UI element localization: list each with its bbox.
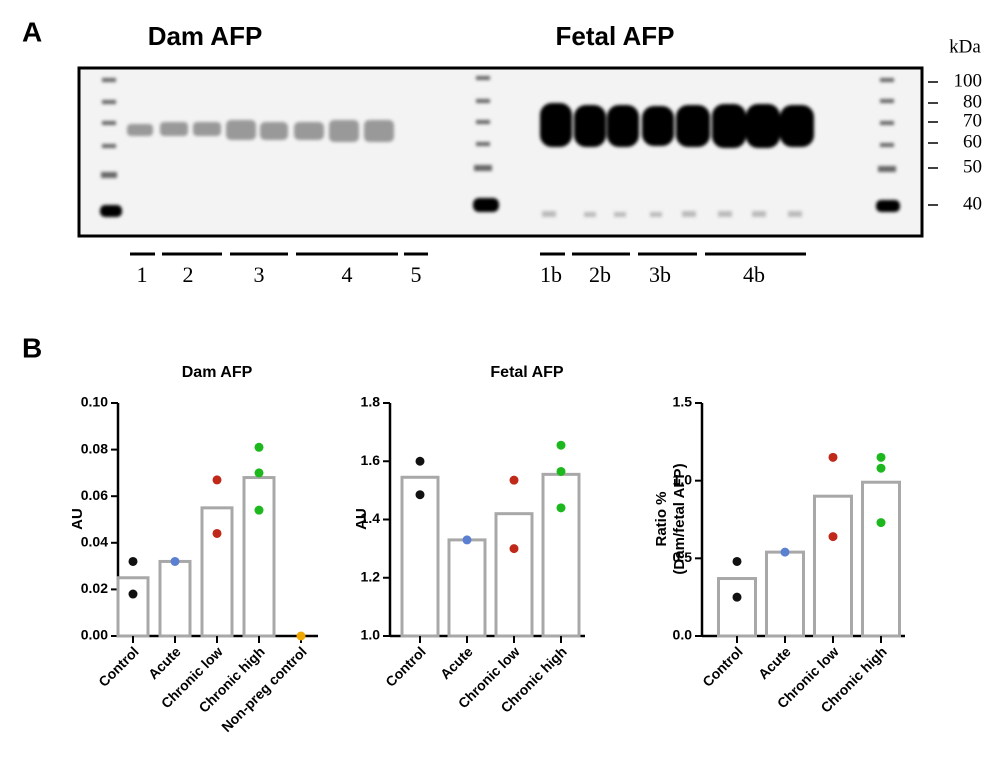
- y-tick-label: 0.08: [81, 440, 108, 456]
- y-tick-label: 1.2: [361, 568, 381, 584]
- lane-label: 5: [411, 262, 422, 287]
- lane-label: 4: [342, 262, 353, 287]
- chart-title: Dam AFP: [182, 364, 253, 381]
- marker-label: 100: [954, 70, 983, 91]
- data-point: [212, 475, 222, 485]
- bar: [717, 577, 757, 638]
- bar: [765, 550, 805, 638]
- unit-label: kDa: [949, 36, 981, 57]
- y-tick-label: 0.04: [81, 534, 108, 550]
- y-tick-label: 0.00: [81, 627, 108, 643]
- y-tick-label: 1.4: [361, 510, 381, 526]
- blot-title: Dam AFP: [148, 21, 263, 51]
- bar: [400, 475, 440, 638]
- marker-label: 80: [963, 91, 982, 112]
- y-tick-label: 1.5: [673, 394, 693, 410]
- data-point: [415, 456, 425, 466]
- x-tick-label: Acute: [437, 643, 476, 682]
- bar: [242, 476, 276, 638]
- data-point: [876, 463, 886, 473]
- y-axis-label: AU: [69, 508, 86, 530]
- y-tick-label: 0.02: [81, 580, 108, 596]
- data-point: [128, 589, 138, 599]
- y-tick-label: 1.8: [361, 394, 381, 410]
- y-axis-label: (Dam/fetal AFP): [671, 463, 688, 574]
- lane-label: 3: [254, 262, 265, 287]
- blot-image: [77, 66, 924, 238]
- data-point: [732, 556, 742, 566]
- bar: [494, 512, 534, 638]
- marker-label: 50: [963, 156, 982, 177]
- blot-title: Fetal AFP: [556, 21, 675, 51]
- marker-label: 40: [963, 193, 982, 214]
- data-point: [828, 452, 838, 462]
- y-axis-label: AU: [353, 508, 370, 530]
- data-point: [415, 490, 425, 500]
- data-point: [556, 440, 566, 450]
- lane-label: 1: [137, 262, 148, 287]
- data-point: [556, 503, 566, 513]
- data-point: [556, 466, 566, 476]
- lane-label: 2b: [589, 262, 611, 287]
- bar: [116, 576, 150, 638]
- data-point: [212, 528, 222, 538]
- marker-label: 70: [963, 110, 982, 131]
- marker-label: 60: [963, 131, 982, 152]
- lane-label: 1b: [540, 262, 562, 287]
- data-point: [780, 547, 790, 557]
- y-tick-label: 1.0: [673, 471, 693, 487]
- bar: [541, 472, 581, 638]
- panel-label: A: [22, 16, 42, 47]
- blot-frame: [77, 66, 924, 238]
- chart-title: Fetal AFP: [490, 364, 564, 381]
- data-point: [828, 532, 838, 542]
- bar: [813, 494, 853, 638]
- bands: [100, 76, 900, 217]
- data-point: [509, 475, 519, 485]
- data-point: [509, 544, 519, 554]
- x-tick-label: Control: [699, 643, 746, 690]
- x-tick-label: Acute: [145, 643, 184, 682]
- data-point: [462, 535, 472, 545]
- y-tick-label: 1.0: [361, 627, 381, 643]
- lane-label: 2: [183, 262, 194, 287]
- data-point: [732, 592, 742, 602]
- y-tick-label: 0.5: [673, 549, 693, 565]
- data-point: [254, 468, 264, 478]
- data-point: [170, 556, 180, 566]
- data-point: [876, 452, 886, 462]
- bar: [200, 506, 234, 638]
- y-tick-label: 0.0: [673, 627, 693, 643]
- lane-label: 4b: [743, 262, 765, 287]
- data-point: [128, 556, 138, 566]
- data-point: [876, 518, 886, 528]
- x-tick-label: Control: [95, 643, 142, 690]
- y-tick-label: 0.10: [81, 394, 108, 410]
- bar: [861, 480, 901, 638]
- y-axis-label: Ratio %: [653, 491, 670, 546]
- bar: [447, 538, 487, 638]
- data-point: [254, 505, 264, 515]
- y-tick-label: 1.6: [361, 452, 381, 468]
- data-point: [254, 442, 264, 452]
- x-tick-label: Control: [382, 643, 429, 690]
- lane-label: 3b: [649, 262, 671, 287]
- x-tick-label: Acute: [755, 643, 794, 682]
- bar: [158, 559, 192, 638]
- y-tick-label: 0.06: [81, 487, 108, 503]
- data-point: [296, 631, 306, 641]
- panel-label: B: [22, 332, 42, 363]
